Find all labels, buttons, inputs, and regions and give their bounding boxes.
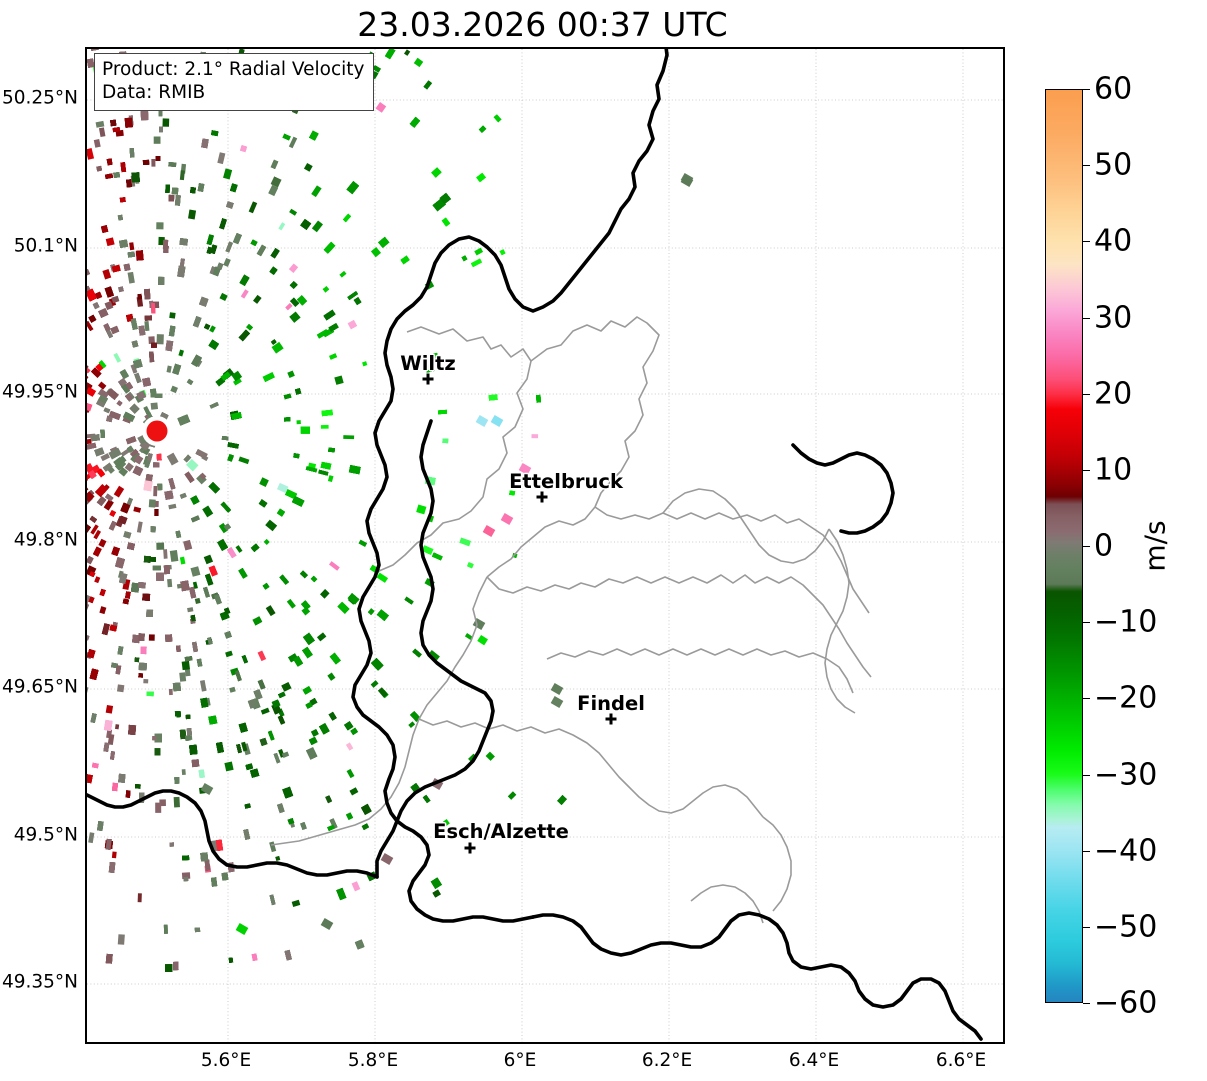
colorbar-tick-label: 60 [1094,71,1133,107]
colorbar-tick-label: −60 [1094,985,1158,1021]
colorbar-tick-mark [1083,698,1090,700]
colorbar-tick-mark [1083,1003,1090,1004]
xtick-label: 6.6°E [935,1050,987,1071]
colorbar-unit-label: m/s [1138,520,1172,572]
xtick-label: 6.2°E [641,1050,693,1071]
ytick-label: 50.25°N [1,87,78,109]
colorbar-tick-mark [1083,165,1090,167]
colorbar-tick-mark [1083,546,1090,547]
colorbar[interactable] [1045,89,1083,1003]
colorbar-tick-label: −10 [1094,604,1158,640]
colorbar-tick-mark [1083,774,1090,776]
colorbar-tick-label: −40 [1094,833,1158,869]
colorbar-tick-mark [1083,89,1090,90]
xtick-label: 6.4°E [788,1050,840,1071]
ytick-label: 49.65°N [1,676,78,698]
xtick-label: 5.6°E [200,1050,252,1071]
colorbar-tick-mark [1083,850,1090,852]
product-line: Product: 2.1° Radial Velocity [102,59,365,80]
national-borders [87,49,983,1041]
ytick-label: 49.5°N [13,824,78,846]
district-borders [270,316,872,924]
map-plot-area[interactable] [85,47,1005,1044]
ytick-label: 49.35°N [1,971,78,993]
colorbar-tick-label: 40 [1094,223,1133,259]
page-title: 23.03.2026 00:37 UTC [357,5,728,44]
colorbar-tick-mark [1083,469,1090,471]
colorbar-tick-mark [1083,241,1090,243]
colorbar-tick-mark [1083,622,1090,624]
colorbar-tick-mark [1083,317,1090,319]
colorbar-gradient [1046,90,1082,1002]
colorbar-tick-label: −20 [1094,680,1158,716]
colorbar-tick-label: 50 [1094,147,1133,183]
colorbar-tick-mark [1083,926,1090,928]
colorbar-tick-label: 10 [1094,452,1133,488]
product-info-box: Product: 2.1° Radial Velocity Data: RMIB [94,53,374,111]
colorbar-tick-label: 30 [1094,300,1133,335]
map-canvas [87,49,1003,1042]
xtick-label: 5.8°E [347,1050,399,1071]
colorbar-tick-label: −50 [1094,909,1158,945]
colorbar-tick-label: 0 [1094,528,1114,564]
colorbar-tick-label: −30 [1094,757,1158,792]
ytick-label: 49.8°N [13,529,78,551]
xtick-label: 6°E [503,1050,537,1071]
colorbar-tick-mark [1083,393,1090,395]
radar-echo-layer [87,49,694,972]
radar-site-marker [142,416,172,446]
ytick-label: 50.1°N [13,235,78,257]
colorbar-tick-label: 20 [1094,376,1133,412]
ytick-label: 49.95°N [1,381,78,403]
data-source-line: Data: RMIB [102,82,206,104]
